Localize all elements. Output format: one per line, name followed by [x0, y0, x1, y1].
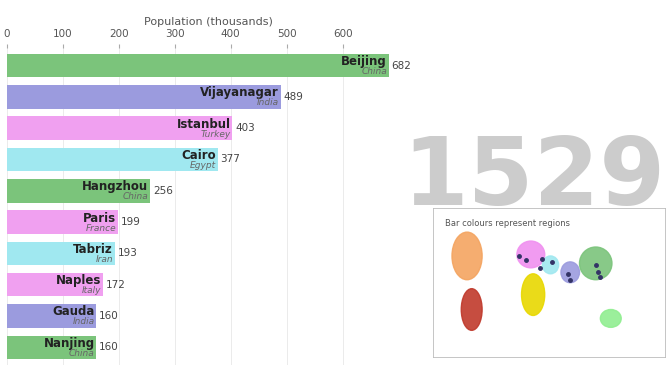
Text: France: France — [86, 224, 116, 232]
Text: 682: 682 — [391, 61, 411, 71]
Text: China: China — [69, 349, 95, 358]
Text: 403: 403 — [235, 123, 255, 133]
Text: Beijing: Beijing — [341, 55, 387, 68]
Text: Istanbul: Istanbul — [177, 118, 230, 131]
Text: Paris: Paris — [83, 212, 116, 225]
Ellipse shape — [521, 274, 545, 315]
Text: 377: 377 — [220, 154, 241, 164]
Text: India: India — [73, 317, 95, 327]
Text: Vijayanagar: Vijayanagar — [200, 86, 279, 99]
Bar — [7, 148, 218, 171]
Text: India: India — [257, 98, 279, 108]
Text: 489: 489 — [284, 92, 303, 102]
Ellipse shape — [542, 256, 558, 274]
Text: Hangzhou: Hangzhou — [82, 180, 149, 193]
Text: Naples: Naples — [56, 274, 101, 287]
Text: Turkey: Turkey — [200, 129, 230, 139]
Text: Egypt: Egypt — [190, 161, 216, 170]
Text: Bar colours represent regions: Bar colours represent regions — [445, 219, 570, 228]
Text: Iran: Iran — [95, 255, 113, 264]
Bar — [7, 242, 115, 265]
Text: 1529: 1529 — [403, 132, 666, 225]
Ellipse shape — [600, 310, 621, 327]
X-axis label: Population (thousands): Population (thousands) — [144, 17, 273, 27]
Ellipse shape — [561, 262, 579, 283]
Text: China: China — [123, 192, 149, 201]
Ellipse shape — [461, 289, 482, 330]
Text: Italy: Italy — [82, 286, 101, 295]
Bar — [7, 336, 96, 359]
Text: 199: 199 — [121, 217, 141, 227]
Text: 193: 193 — [118, 248, 138, 259]
Text: Cairo: Cairo — [181, 149, 216, 162]
Text: China: China — [362, 67, 387, 76]
Text: 172: 172 — [106, 280, 126, 290]
Bar — [7, 273, 103, 296]
Text: Tabriz: Tabriz — [73, 243, 113, 256]
Bar — [7, 54, 388, 77]
Text: Gauda: Gauda — [52, 305, 95, 318]
Bar — [7, 211, 118, 234]
Text: 256: 256 — [153, 186, 173, 196]
Bar — [7, 116, 233, 140]
Text: 160: 160 — [99, 311, 119, 321]
Text: Nanjing: Nanjing — [44, 337, 95, 350]
Ellipse shape — [517, 241, 545, 268]
Bar — [7, 85, 281, 109]
Text: 160: 160 — [99, 342, 119, 352]
Bar — [7, 304, 96, 328]
Ellipse shape — [452, 232, 482, 280]
Ellipse shape — [579, 247, 612, 280]
Bar — [7, 179, 150, 202]
